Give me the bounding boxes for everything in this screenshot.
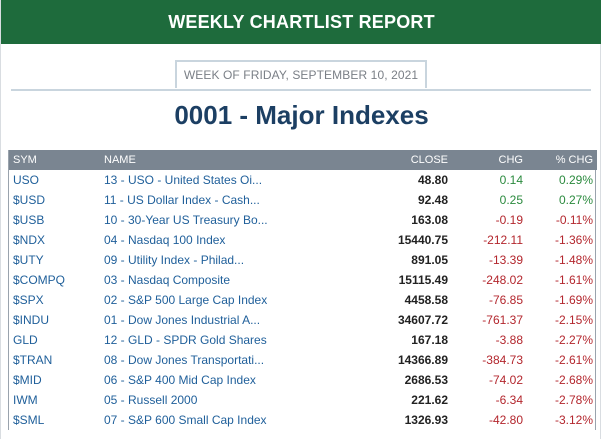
change-value: 0.25	[499, 193, 523, 207]
table-row[interactable]: $INDU 01 - Dow Jones Industrial A... 34607…	[9, 310, 597, 330]
week-label: WEEK OF FRIDAY, SEPTEMBER 10, 2021	[183, 68, 419, 82]
change-value: -42.80	[488, 413, 523, 427]
percent-change-value: -2.78%	[554, 393, 593, 407]
change-value: -0.19	[495, 213, 523, 227]
close-value: 4458.58	[404, 293, 448, 307]
percent-change-value: -2.27%	[554, 333, 593, 347]
table-row[interactable]: $USD 11 - US Dollar Index - Cash... 92.48 0…	[9, 190, 597, 210]
close-value: 221.62	[411, 393, 448, 407]
change-value: -3.88	[495, 333, 523, 347]
change-value: -248.02	[482, 273, 523, 287]
table-row[interactable]: GLD 12 - GLD - SPDR Gold Shares 167.18 -3.8…	[9, 330, 597, 350]
percent-change-value: 0.29%	[558, 173, 593, 187]
symbol-link[interactable]: $USB	[13, 213, 45, 227]
name-link[interactable]: 06 - S&P 400 Mid Cap Index	[104, 373, 256, 387]
col-header-name: NAME	[104, 154, 136, 166]
change-value: -6.34	[495, 393, 523, 407]
symbol-link[interactable]: $SPX	[13, 293, 44, 307]
percent-change-value: -1.61%	[554, 273, 593, 287]
close-value: 891.05	[411, 253, 448, 267]
report-title: WEEKLY CHARTLIST REPORT	[168, 11, 435, 32]
percent-change-value: -2.68%	[554, 373, 593, 387]
col-header-close: CLOSE	[410, 154, 448, 166]
symbol-link[interactable]: $UTY	[13, 253, 44, 267]
symbol-link[interactable]: $TRAN	[13, 353, 53, 367]
percent-change-value: -2.61%	[554, 353, 593, 367]
percent-change-value: -3.12%	[554, 413, 593, 427]
col-header-chg: CHG	[498, 154, 523, 166]
name-link[interactable]: 09 - Utility Index - Philad...	[104, 253, 245, 267]
close-value: 48.80	[417, 173, 448, 187]
name-link[interactable]: 02 - S&P 500 Large Cap Index	[104, 293, 268, 307]
name-link[interactable]: 01 - Dow Jones Industrial A...	[104, 313, 261, 327]
symbol-link[interactable]: GLD	[13, 333, 38, 347]
symbol-link[interactable]: $COMPQ	[13, 273, 66, 287]
week-label-box: WEEK OF FRIDAY, SEPTEMBER 10, 2021	[175, 60, 427, 88]
name-link[interactable]: 04 - Nasdaq 100 Index	[104, 233, 226, 247]
chartlist-title: 0001 - Major Indexes	[174, 100, 429, 130]
indexes-table: SYM NAME CLOSE CHG % CHG USO 13 - USO - U…	[9, 150, 597, 430]
table-row[interactable]: $SML 07 - S&P 600 Small Cap Index 1326.93 -…	[9, 410, 597, 430]
name-link[interactable]: 03 - Nasdaq Composite	[104, 273, 231, 287]
close-value: 14366.89	[397, 353, 448, 367]
table-row[interactable]: $MID 06 - S&P 400 Mid Cap Index 2686.53 -74…	[9, 370, 597, 390]
name-link[interactable]: 12 - GLD - SPDR Gold Shares	[104, 333, 267, 347]
close-value: 167.18	[411, 333, 448, 347]
name-link[interactable]: 05 - Russell 2000	[104, 393, 198, 407]
percent-change-value: 0.27%	[558, 193, 593, 207]
col-header-pct-chg: % CHG	[555, 154, 593, 166]
col-header-sym: SYM	[13, 154, 37, 166]
table-row[interactable]: $TRAN 08 - Dow Jones Transportati... 14366…	[9, 350, 597, 370]
change-value: -384.73	[482, 353, 523, 367]
report-header: WEEKLY CHARTLIST REPORT	[1, 0, 601, 44]
close-value: 92.48	[417, 193, 448, 207]
close-value: 15115.49	[398, 273, 448, 287]
name-link[interactable]: 07 - S&P 600 Small Cap Index	[104, 413, 267, 427]
name-link[interactable]: 13 - USO - United States Oi...	[104, 173, 263, 187]
table-row[interactable]: $COMPQ 03 - Nasdaq Composite 15115.49 -248.…	[9, 270, 597, 290]
table-row[interactable]: $USB 10 - 30-Year US Treasury Bo... 163.08…	[9, 210, 597, 230]
close-value: 163.08	[411, 213, 448, 227]
symbol-link[interactable]: $SML	[13, 413, 45, 427]
name-link[interactable]: 08 - Dow Jones Transportati...	[104, 353, 265, 367]
symbol-link[interactable]: USO	[13, 173, 40, 187]
table-row[interactable]: USO 13 - USO - United States Oi... 48.80 0.…	[9, 170, 597, 190]
name-link[interactable]: 10 - 30-Year US Treasury Bo...	[104, 213, 268, 227]
close-value: 2686.53	[404, 373, 448, 387]
close-value: 15440.75	[397, 233, 448, 247]
change-value: -76.85	[488, 293, 523, 307]
percent-change-value: -0.11%	[555, 213, 593, 227]
symbol-link[interactable]: $NDX	[13, 233, 46, 247]
change-value: 0.14	[499, 173, 523, 187]
symbol-link[interactable]: $USD	[13, 193, 46, 207]
table-body: USO 13 - USO - United States Oi... 48.80 0.…	[9, 170, 597, 430]
percent-change-value: -1.69%	[554, 293, 593, 307]
percent-change-value: -2.15%	[554, 313, 593, 327]
change-value: -13.39	[488, 253, 523, 267]
indexes-table-container: SYM NAME CLOSE CHG % CHG USO 13 - USO - U…	[8, 150, 597, 430]
symbol-link[interactable]: $MID	[13, 373, 42, 387]
table-header-row: SYM NAME CLOSE CHG % CHG	[9, 150, 597, 170]
table-row[interactable]: $SPX 02 - S&P 500 Large Cap Index 4458.58 -…	[9, 290, 597, 310]
table-row[interactable]: $UTY 09 - Utility Index - Philad... 891.05…	[9, 250, 597, 270]
symbol-link[interactable]: IWM	[13, 393, 38, 407]
table-row[interactable]: IWM 05 - Russell 2000 221.62 -6.34 -2.78%	[9, 390, 597, 410]
change-value: -212.11	[483, 233, 523, 247]
table-row[interactable]: $NDX 04 - Nasdaq 100 Index 15440.75 -212.11…	[9, 230, 597, 250]
percent-change-value: -1.48%	[554, 253, 593, 267]
change-value: -761.37	[482, 313, 523, 327]
close-value: 34607.72	[397, 313, 448, 327]
week-divider	[11, 89, 591, 91]
percent-change-value: -1.36%	[554, 233, 593, 247]
change-value: -74.02	[488, 373, 523, 387]
close-value: 1326.93	[404, 413, 448, 427]
name-link[interactable]: 11 - US Dollar Index - Cash...	[104, 193, 260, 207]
symbol-link[interactable]: $INDU	[13, 313, 50, 327]
